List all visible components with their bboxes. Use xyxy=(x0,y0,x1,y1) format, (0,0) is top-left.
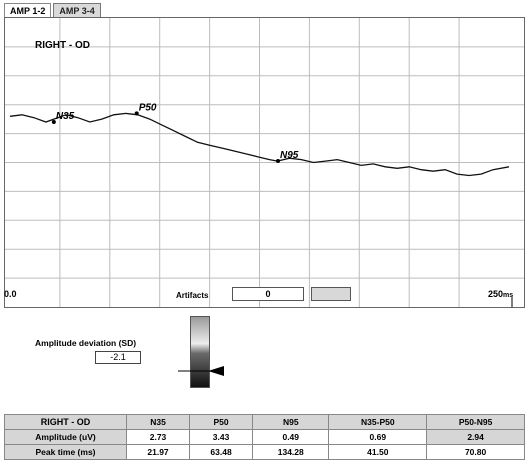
column-header: N95 xyxy=(252,414,330,430)
waveform-trace xyxy=(9,112,510,177)
peak-marker-p50[interactable] xyxy=(134,111,139,116)
table-cell: 3.43 xyxy=(189,429,254,445)
deviation-pointer-icon xyxy=(178,366,224,376)
table-cell: 70.80 xyxy=(426,444,525,460)
artifacts-count: 0 xyxy=(232,287,304,301)
peak-label-n95: N95 xyxy=(280,150,299,161)
artifacts-label: Artifacts xyxy=(176,291,209,300)
x-axis-min-label: 0.0 xyxy=(4,289,17,299)
waveform-canvas: RIGHT - OD N35 P50 N95 xyxy=(5,18,524,307)
amplitude-deviation-label: Amplitude deviation (SD) xyxy=(35,338,137,348)
amplitude-deviation-value: -2.1 xyxy=(95,351,141,364)
eye-label: RIGHT - OD xyxy=(35,40,90,51)
table-cell: 63.48 xyxy=(189,444,254,460)
x-axis-unit: ms xyxy=(503,292,514,299)
artifacts-indicator xyxy=(311,287,351,301)
peak-marker-n35[interactable] xyxy=(51,120,56,125)
tab-bar: AMP 1-2 AMP 3-4 xyxy=(4,3,103,17)
x-axis-max-value: 250 xyxy=(488,289,504,299)
column-header: N35 xyxy=(125,414,191,430)
table-cell: 21.97 xyxy=(125,444,191,460)
table-cell: 0.49 xyxy=(252,429,330,445)
column-header: N35-P50 xyxy=(328,414,428,430)
table-cell: 41.50 xyxy=(328,444,428,460)
waveform-plot: RIGHT - OD N35 P50 N95 xyxy=(4,17,525,308)
deviation-scale-bar xyxy=(190,316,210,388)
column-header: P50 xyxy=(189,414,254,430)
peak-marker-n95[interactable] xyxy=(276,159,281,164)
table-row: Peak time (ms) 21.97 63.48 134.28 41.50 … xyxy=(4,444,525,460)
peak-label-p50: P50 xyxy=(139,102,157,113)
tab-amp-1-2[interactable]: AMP 1-2 xyxy=(4,3,52,17)
table-cell: 2.94 xyxy=(426,429,525,445)
peak-label-n35: N35 xyxy=(56,111,75,122)
table-row: Amplitude (uV) 2.73 3.43 0.49 0.69 2.94 xyxy=(4,429,525,445)
x-axis-max-label: 250ms xyxy=(488,289,513,299)
table-cell: 134.28 xyxy=(252,444,330,460)
results-table: RIGHT - OD N35 P50 N95 N35-P50 P50-N95 A… xyxy=(4,414,525,460)
table-cell: 0.69 xyxy=(328,429,428,445)
tab-amp-3-4[interactable]: AMP 3-4 xyxy=(53,3,101,17)
table-header-row: RIGHT - OD N35 P50 N95 N35-P50 P50-N95 xyxy=(4,414,525,430)
row-label: Peak time (ms) xyxy=(4,444,127,460)
column-header: P50-N95 xyxy=(426,414,525,430)
table-cell: 2.73 xyxy=(125,429,191,445)
row-label: Amplitude (uV) xyxy=(4,429,127,445)
table-corner-label: RIGHT - OD xyxy=(4,414,127,430)
